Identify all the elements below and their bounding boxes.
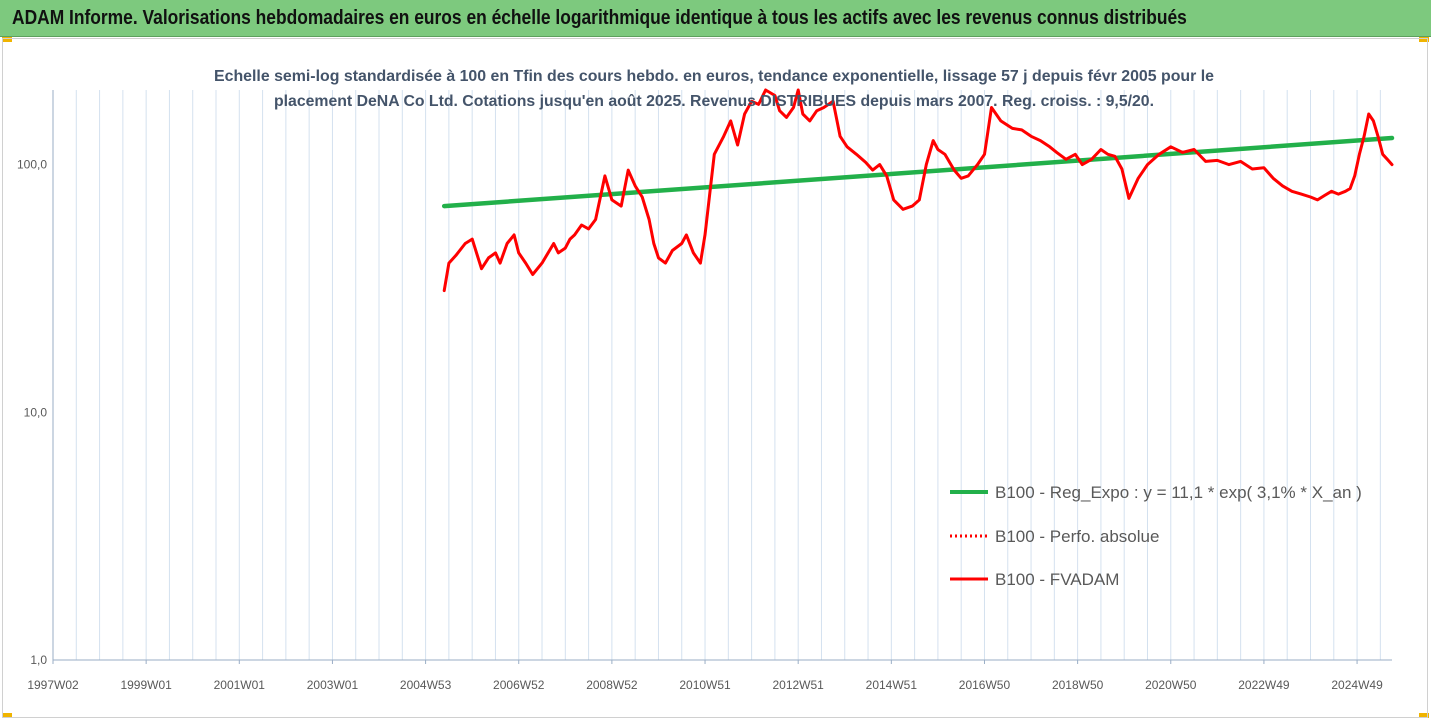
x-tick-label: 2001W01 bbox=[214, 678, 266, 692]
x-tick-label: 1997W02 bbox=[27, 678, 79, 692]
chart-frame bbox=[2, 38, 1428, 718]
report-banner-title: ADAM Informe. Valorisations hebdomadaire… bbox=[12, 7, 1187, 29]
y-tick-label: 1,0 bbox=[30, 653, 47, 667]
series-line-0 bbox=[441, 135, 1395, 209]
chart-plot-area bbox=[441, 88, 1395, 293]
chart-title: Echelle semi-log standardisée à 100 en T… bbox=[214, 68, 1214, 110]
x-tick-label: 2008W52 bbox=[586, 678, 638, 692]
chart-title-line: Echelle semi-log standardisée à 100 en T… bbox=[214, 68, 1214, 85]
y-tick-label: 10,0 bbox=[24, 405, 48, 419]
chart-legend[interactable]: B100 - Reg_Expo : y = 11,1 * exp( 3,1% *… bbox=[950, 483, 1362, 589]
x-tick-label: 1999W01 bbox=[120, 678, 172, 692]
chart-grid bbox=[52, 90, 1381, 660]
legend-entry-label: B100 - Reg_Expo : y = 11,1 * exp( 3,1% *… bbox=[995, 483, 1362, 502]
x-tick-label: 2024W49 bbox=[1331, 678, 1383, 692]
x-tick-label: 2012W51 bbox=[772, 678, 824, 692]
legend-entry-label: B100 - Perfo. absolue bbox=[995, 527, 1159, 546]
x-tick-label: 2016W50 bbox=[959, 678, 1011, 692]
corner-mark-bottom-left bbox=[2, 713, 12, 718]
x-tick-label: 2003W01 bbox=[307, 678, 359, 692]
legend-entry-label: B100 - FVADAM bbox=[995, 570, 1119, 589]
chart-title-line: placement DeNA Co Ltd. Cotations jusqu'e… bbox=[274, 93, 1154, 110]
series-line-2 bbox=[442, 88, 1394, 293]
corner-mark-right bbox=[1419, 37, 1429, 42]
corner-mark-bottom-right bbox=[1419, 713, 1429, 718]
chart-axes: 1,0 10,0 100,0 1997W02 1999W01 2001W01 2003W01… bbox=[17, 90, 1392, 692]
x-tick-label: 2022W49 bbox=[1238, 678, 1290, 692]
x-tick-label: 2018W50 bbox=[1052, 678, 1104, 692]
report-banner: ADAM Informe. Valorisations hebdomadaire… bbox=[0, 0, 1431, 37]
y-tick-label: 100,0 bbox=[17, 158, 47, 172]
x-tick-label: 2006W52 bbox=[493, 678, 545, 692]
x-tick-label: 2014W51 bbox=[866, 678, 918, 692]
x-tick-label: 2020W50 bbox=[1145, 678, 1197, 692]
corner-mark-left bbox=[2, 37, 12, 42]
x-tick-label: 2004W53 bbox=[400, 678, 452, 692]
x-tick-label: 2010W51 bbox=[679, 678, 731, 692]
